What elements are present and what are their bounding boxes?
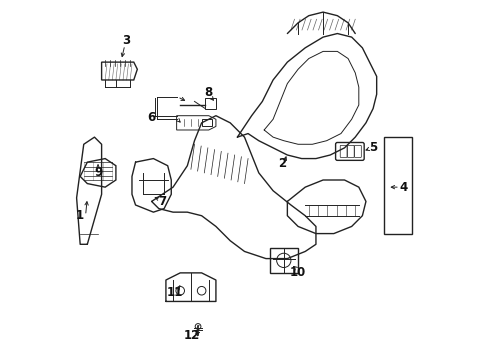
Text: 2: 2 bbox=[277, 157, 285, 170]
Text: 5: 5 bbox=[368, 141, 376, 154]
Text: 3: 3 bbox=[122, 34, 130, 47]
Text: 6: 6 bbox=[147, 111, 156, 124]
Text: 7: 7 bbox=[158, 195, 166, 208]
Text: 1: 1 bbox=[76, 209, 84, 222]
Text: 10: 10 bbox=[289, 266, 305, 279]
Text: 4: 4 bbox=[399, 181, 407, 194]
Text: 11: 11 bbox=[166, 286, 183, 299]
Text: 9: 9 bbox=[94, 166, 102, 179]
Text: 8: 8 bbox=[204, 86, 212, 99]
Text: 12: 12 bbox=[183, 329, 199, 342]
